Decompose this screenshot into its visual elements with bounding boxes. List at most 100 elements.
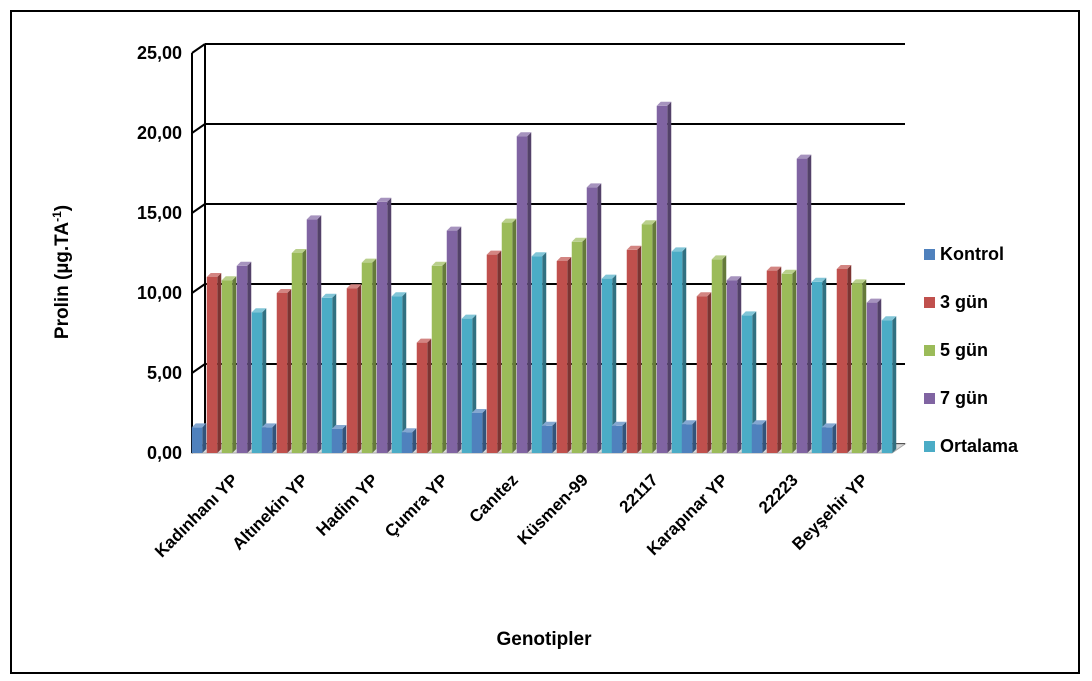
bar-front [191, 427, 203, 453]
bar-side [637, 245, 642, 453]
bar [811, 277, 827, 453]
bar-side [332, 293, 337, 453]
y-tick-label: 25,00 [137, 43, 182, 63]
bar-top [306, 215, 322, 220]
bar-side [342, 425, 347, 453]
bar-top [531, 252, 547, 257]
legend-label: 7 gün [940, 388, 988, 408]
bar-front [346, 288, 358, 453]
bar-side [412, 428, 417, 453]
legend-label: Kontrol [940, 244, 1004, 264]
bar-front [361, 262, 373, 453]
bar-side [597, 183, 602, 453]
bar-top [361, 258, 377, 263]
bar-front [516, 136, 528, 453]
bar-side [402, 292, 407, 453]
bar-side [552, 421, 557, 453]
bar-top [541, 421, 557, 426]
bar-front [811, 281, 823, 453]
bar-side [372, 258, 377, 453]
bar [236, 261, 252, 453]
gridline-tick [191, 363, 206, 374]
bar-front [751, 424, 763, 453]
bar-top [601, 274, 617, 279]
bar-front [306, 219, 318, 453]
bar-top [291, 249, 307, 253]
bar-front [401, 432, 413, 453]
bar-top [501, 218, 517, 223]
legend-item: Kontrol [924, 244, 1004, 264]
bar-top [611, 421, 627, 426]
bar-top [821, 423, 837, 428]
x-tick-label: Küsmen-99 [514, 470, 592, 548]
bar-top [471, 409, 487, 413]
bar [641, 220, 657, 453]
chart-frame: 0,00 5,00 10,00 15,00 20,00 25,00 Kadınhanı Y… [10, 10, 1080, 674]
bar-side [217, 273, 222, 453]
bar-top [331, 425, 347, 429]
bars [191, 101, 897, 454]
bar-top [586, 183, 602, 188]
bar-front [626, 249, 638, 453]
bar-top [376, 197, 392, 202]
bar-front [681, 424, 693, 453]
bar [401, 428, 417, 453]
bar [431, 261, 447, 453]
bar [206, 273, 222, 453]
bar-front [446, 230, 458, 453]
x-tick-label: Canıtez [466, 470, 522, 526]
bar-front [711, 259, 723, 453]
bar-top [461, 314, 477, 319]
bar-front [461, 318, 473, 453]
bar-side [247, 261, 252, 453]
bar [741, 311, 757, 453]
bar [221, 276, 237, 453]
bar-top [741, 311, 757, 316]
bar-side [862, 279, 867, 453]
bar [656, 101, 672, 454]
bar-front [881, 320, 893, 453]
bar-top [221, 276, 237, 281]
bar [556, 257, 572, 453]
bar [486, 250, 502, 453]
bar [881, 316, 897, 453]
bar-front [611, 425, 623, 453]
x-tick-label: Beyşehir YP [788, 470, 871, 553]
bar-top [556, 257, 572, 261]
bar-side [752, 311, 757, 453]
bar [601, 274, 617, 453]
bar-side [287, 289, 292, 453]
bar-top [811, 277, 827, 282]
bar-top [766, 266, 782, 271]
bar-front [586, 187, 598, 453]
bar [321, 293, 337, 453]
bar-front [696, 296, 708, 453]
bar-side [262, 308, 267, 453]
gridline-tick [191, 203, 206, 214]
bar-side [442, 261, 447, 453]
bar-front [251, 312, 263, 453]
bar-front [851, 283, 863, 453]
bar-top [486, 250, 502, 255]
bar [331, 425, 347, 453]
bar [851, 279, 867, 453]
bar [471, 409, 487, 453]
bar-front [501, 222, 513, 453]
legend-label: 3 gün [940, 292, 988, 312]
bar [796, 154, 812, 453]
bar-front [641, 224, 653, 453]
bar-top [401, 428, 417, 433]
bar [836, 265, 852, 453]
bar-front [221, 280, 233, 453]
bar-side [302, 249, 307, 453]
bar-front [741, 315, 753, 453]
bar-front [726, 280, 738, 453]
bar [726, 276, 742, 453]
bar-side [807, 154, 812, 453]
bar [251, 308, 267, 453]
bar-front [486, 254, 498, 453]
bar-top [696, 292, 712, 297]
bar-front [866, 302, 878, 453]
bar-side [612, 274, 617, 453]
